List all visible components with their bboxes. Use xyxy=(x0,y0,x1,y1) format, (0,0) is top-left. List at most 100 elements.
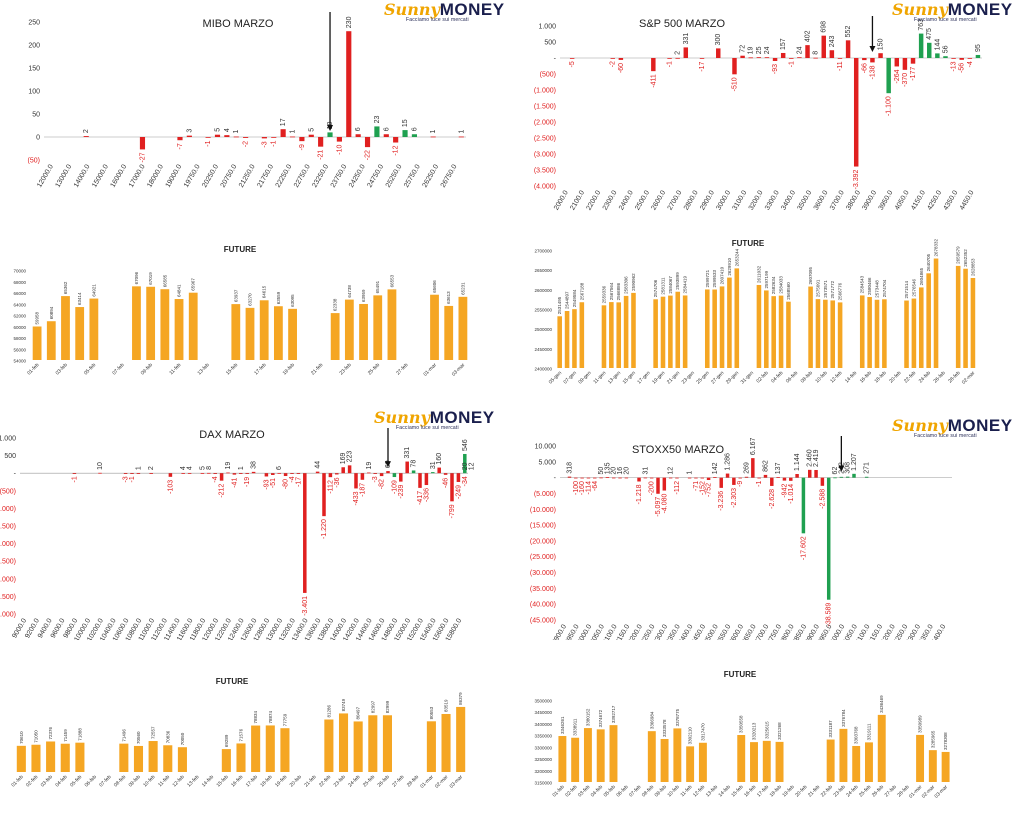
mibo-chart-panel: MIBO MARZO 250 200 150 100 50 0 (50) 12000.0 1300… xyxy=(0,0,512,230)
bar xyxy=(911,58,915,64)
bar xyxy=(137,473,141,474)
bar-value-label: -1 xyxy=(271,140,278,146)
bar-value-label: -56 xyxy=(959,63,966,73)
future-x-tick-label: 25-feb xyxy=(367,362,381,376)
future-bar xyxy=(771,296,776,368)
bar-value-label: 20 xyxy=(623,467,630,475)
bar-value-label: -60 xyxy=(618,63,625,73)
bar-value-label: -3.392 xyxy=(853,169,860,189)
future-bar xyxy=(653,299,658,368)
future-x-tick-label: 21-feb xyxy=(310,362,324,376)
bar xyxy=(732,58,736,74)
y-tick-label: 3450000 xyxy=(534,710,552,715)
future-bar-value-label: 65606 xyxy=(432,280,437,293)
bar-value-label: 6 xyxy=(276,466,283,470)
future-bar xyxy=(175,299,184,360)
x-tick-label: 19750.0 xyxy=(183,163,202,189)
bar-value-label: 160 xyxy=(436,453,443,465)
future-bar xyxy=(444,306,453,360)
future-x-tick-label: 14-feb xyxy=(718,784,732,798)
y-tick-label: 3250000 xyxy=(534,757,552,762)
future-x-tick-label: 08-feb xyxy=(113,774,127,788)
bar xyxy=(297,473,301,474)
bar xyxy=(450,473,454,501)
future-x-tick-label: 23-feb xyxy=(833,784,847,798)
bar xyxy=(701,478,704,479)
bar-value-label: -41 xyxy=(231,478,238,488)
future-bar-value-label: 64841 xyxy=(177,284,182,297)
bar xyxy=(361,473,365,480)
bar xyxy=(252,472,256,473)
bar-value-label: 15 xyxy=(402,119,409,127)
future-x-tick-label: 23-gen xyxy=(681,370,696,385)
y-tick-label: 58000 xyxy=(13,336,26,341)
future-bar-value-label: 71459 xyxy=(63,729,68,742)
future-bar-value-label: 65967 xyxy=(191,278,196,291)
bar xyxy=(757,57,761,58)
bar xyxy=(694,478,697,479)
bar xyxy=(265,473,269,476)
future-bar-value-label: 62338 xyxy=(333,298,338,311)
future-bar-value-label: 3366984 xyxy=(649,711,654,729)
bar xyxy=(188,473,192,474)
y-tick-label: (50) xyxy=(28,158,40,165)
bar-value-label: 44 xyxy=(315,461,322,469)
y-tick-label: 3500000 xyxy=(534,699,552,704)
bar xyxy=(776,477,779,478)
future-bar-value-label: 3321268 xyxy=(777,722,782,740)
bar-value-label: -13 xyxy=(951,61,958,71)
bar-value-label: 78 xyxy=(411,460,418,468)
future-bar xyxy=(246,308,255,360)
bar-value-label: 19 xyxy=(366,462,373,470)
future-bar-value-label: 2582634 xyxy=(771,276,776,294)
bar-value-label: 331 xyxy=(683,33,690,45)
future-bar-value-label: 2584543 xyxy=(860,275,865,293)
future-bar xyxy=(558,736,566,782)
future-x-tick-label: 03-mar xyxy=(934,784,950,800)
bar xyxy=(290,137,295,138)
y-tick-label: 1.000 xyxy=(0,436,16,443)
future-bar xyxy=(430,295,439,360)
future-x-tick-label: 29-gen xyxy=(725,370,740,385)
bar-value-label: -93 xyxy=(772,64,779,74)
bar-value-label: 19 xyxy=(748,46,755,54)
future-x-tick-label: 24-feb xyxy=(845,784,859,798)
future-x-tick-label: 15-gen xyxy=(622,370,637,385)
bar xyxy=(206,137,211,138)
y-tick-label: 2650000 xyxy=(534,268,552,273)
future-bar xyxy=(737,735,745,782)
future-bar xyxy=(865,742,873,782)
bar xyxy=(425,473,429,485)
bar-value-label: 2 xyxy=(675,51,682,55)
bar xyxy=(827,478,830,600)
bar-value-label: 269 xyxy=(744,462,751,474)
y-tick-label: (3.500) xyxy=(0,594,16,601)
bar-value-label: 862 xyxy=(762,460,769,472)
y-tick-label: (1.000) xyxy=(0,506,16,513)
future-bar-value-label: 63414 xyxy=(77,292,82,305)
future-bar-value-label: 64615 xyxy=(262,285,267,298)
future-x-tick-label: 02-feb xyxy=(564,784,578,798)
bar xyxy=(437,468,441,474)
future-bar xyxy=(661,739,669,782)
bar xyxy=(356,134,361,137)
future-x-tick-label: 01-feb xyxy=(10,774,24,788)
future-bar-value-label: 2575091 xyxy=(815,279,820,297)
bar-value-label: -2.588 xyxy=(819,489,826,509)
future-bar-value-label: 71050 xyxy=(33,730,38,743)
y-tick-label: 64000 xyxy=(13,302,26,307)
bar xyxy=(738,478,741,479)
y-tick-label: (40.000) xyxy=(530,602,556,609)
bar-value-label: -4.080 xyxy=(661,493,668,513)
future-bar xyxy=(584,728,592,782)
bar xyxy=(606,477,609,478)
future-bar xyxy=(75,743,84,772)
future-bar-value-label: 3278308 xyxy=(943,732,948,750)
bar-value-label: -19 xyxy=(244,477,251,487)
future-bar-value-label: 2531495 xyxy=(557,296,562,314)
bar xyxy=(865,477,868,478)
bar xyxy=(618,478,621,479)
bar xyxy=(840,477,843,478)
bar xyxy=(732,478,735,485)
bar xyxy=(384,134,389,137)
